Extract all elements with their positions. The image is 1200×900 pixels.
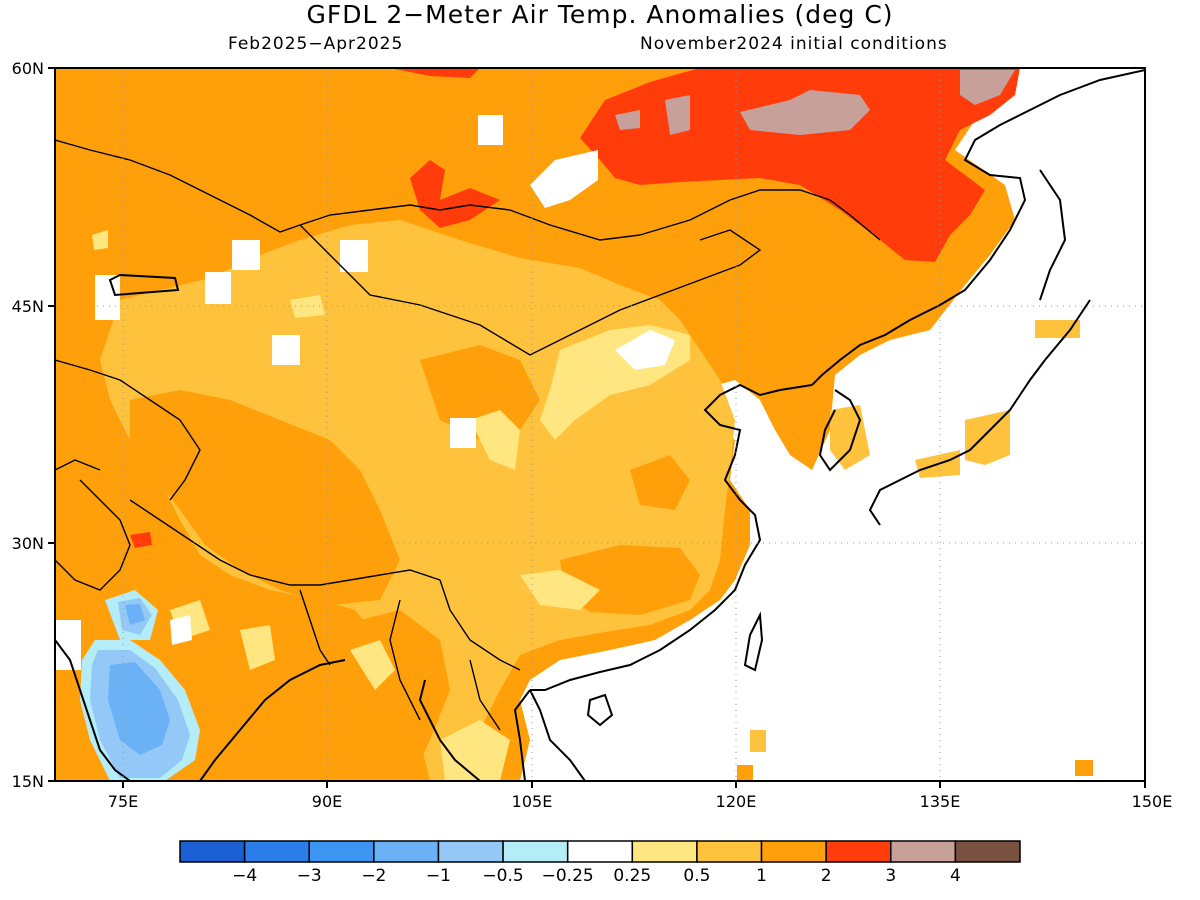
x-tick-label: 120E — [716, 792, 757, 811]
colorbar-swatch — [437, 840, 504, 863]
colorbar — [179, 840, 1021, 863]
y-tick-label: 30N — [12, 534, 44, 553]
y-tick-label: 15N — [12, 772, 44, 791]
y-axis-labels: 60N 45N 30N 15N — [12, 59, 44, 791]
colorbar-swatch — [308, 840, 375, 863]
colorbar-swatch — [954, 840, 1021, 863]
grid-lines — [55, 68, 1145, 781]
colorbar-swatch — [890, 840, 957, 863]
colorbar-swatch — [825, 840, 892, 863]
y-tick-label: 60N — [12, 59, 44, 78]
colorbar-tick-label: −3 — [297, 866, 322, 886]
forecast-period: Feb2025−Apr2025 — [228, 34, 404, 54]
x-axis-labels: 75E 90E 105E 120E 135E 150E — [108, 792, 1173, 811]
colorbar-swatch — [631, 840, 698, 863]
colorbar-swatch — [502, 840, 569, 863]
map-frame — [54, 67, 1146, 782]
colorbar-swatch — [373, 840, 440, 863]
anomaly-field — [55, 68, 1145, 781]
colorbar-tick-label: 0.5 — [683, 866, 710, 886]
colorbar-labels: −4 −3 −2 −1 −0.5 −0.25 0.25 0.5 1 2 3 4 — [232, 866, 961, 886]
colorbar-swatch — [179, 840, 246, 863]
colorbar-tick-label: 0.25 — [613, 866, 651, 886]
y-tick-label: 45N — [12, 297, 44, 316]
colorbar-swatch — [696, 840, 763, 863]
colorbar-tick-label: 4 — [950, 866, 961, 886]
x-tick-label: 135E — [920, 792, 961, 811]
colorbar-swatch — [243, 840, 310, 863]
colorbar-tick-label: −0.25 — [542, 866, 594, 886]
x-tick-label: 150E — [1132, 792, 1173, 811]
colorbar-swatch — [566, 840, 634, 863]
x-tick-label: 75E — [108, 792, 138, 811]
colorbar-tick-label: −4 — [232, 866, 257, 886]
coastlines — [55, 69, 1145, 781]
colorbar-tick-label: −2 — [361, 866, 386, 886]
colorbar-swatch — [760, 840, 827, 863]
colorbar-tick-label: 1 — [756, 866, 767, 886]
colorbar-tick-label: −0.5 — [482, 866, 523, 886]
x-tick-label: 90E — [312, 792, 342, 811]
colorbar-tick-label: 3 — [885, 866, 896, 886]
x-tick-label: 105E — [512, 792, 553, 811]
colorbar-tick-label: 2 — [821, 866, 832, 886]
initial-conditions-label: November2024 initial conditions — [640, 34, 948, 54]
axis-ticks — [48, 67, 1146, 788]
map-title: GFDL 2−Meter Air Temp. Anomalies (deg C) — [306, 0, 894, 29]
country-borders — [55, 139, 881, 731]
colorbar-tick-label: −1 — [426, 866, 451, 886]
